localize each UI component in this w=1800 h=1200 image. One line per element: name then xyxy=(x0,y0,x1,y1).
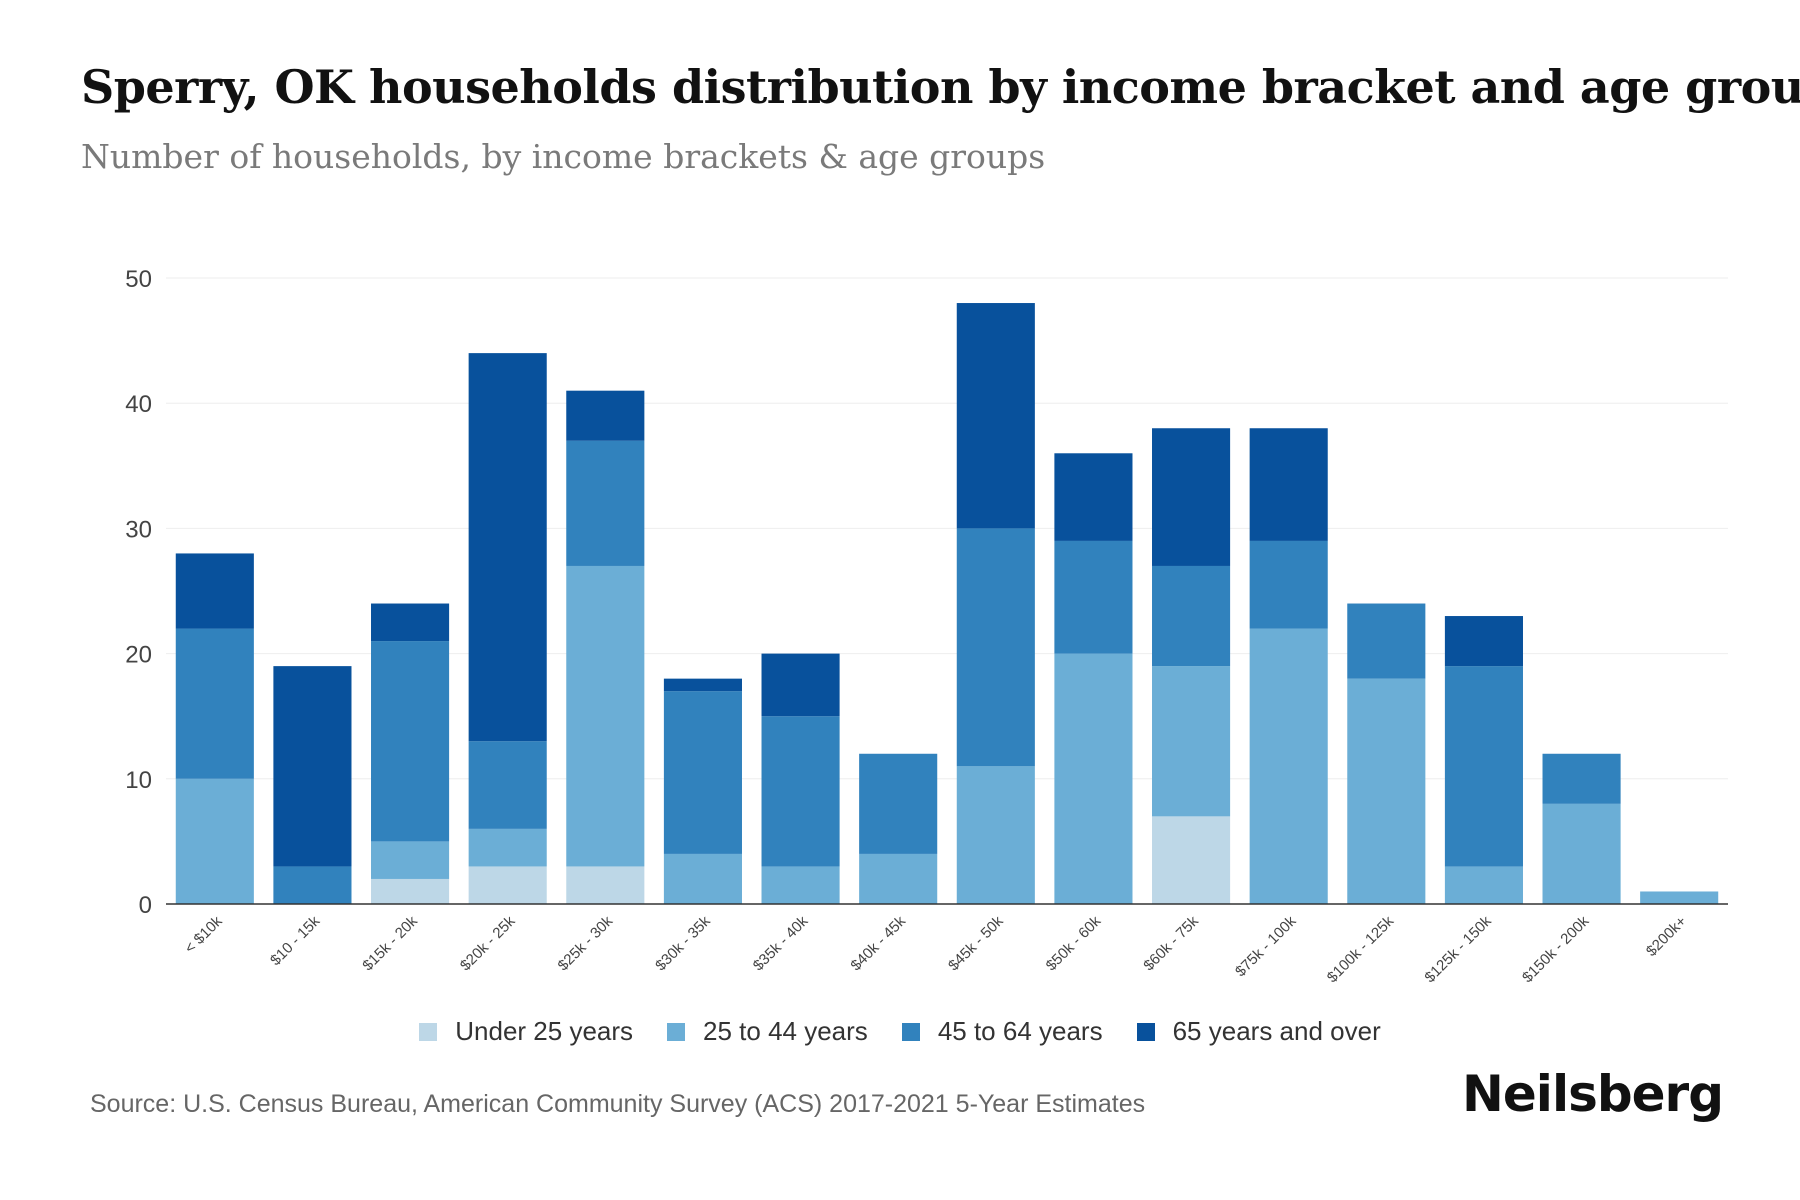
bar-segment xyxy=(566,866,645,904)
legend-label-25-to-44: 25 to 44 years xyxy=(703,1016,868,1046)
bar-segment xyxy=(956,303,1035,529)
bar-segment xyxy=(1054,540,1133,654)
bar-segment xyxy=(273,666,352,867)
bar-segment xyxy=(1054,653,1133,904)
x-tick-label: $50k - 60k xyxy=(1043,912,1105,974)
x-tick-label: $125k - 150k xyxy=(1421,912,1495,986)
bar-segment xyxy=(566,565,645,867)
bar-segment xyxy=(1152,666,1231,817)
y-tick-label: 10 xyxy=(125,767,152,794)
bar-segment xyxy=(175,628,254,779)
stacked-bar-chart: 0 10 20 30 40 50 < $10k $10 - 15k $15k - 20k $20k… xyxy=(125,266,1728,986)
bar-segment xyxy=(956,528,1035,767)
bar-segment xyxy=(663,853,742,904)
chart-title: Sperry, OK households distribution by in… xyxy=(81,60,1800,114)
x-tick-label: $75k - 100k xyxy=(1232,912,1300,980)
legend-swatch-45-to-64 xyxy=(901,1022,920,1041)
bar-segment xyxy=(1347,603,1426,679)
legend-item-45-to-64: 45 to 64 years xyxy=(901,1016,1103,1047)
y-tick-label: 0 xyxy=(139,892,152,919)
bar-segment xyxy=(1444,666,1523,867)
neilsberg-logo: Neilsberg xyxy=(1462,1065,1724,1123)
bar-segment xyxy=(663,678,742,692)
x-tick-label: $10 - 15k xyxy=(267,912,324,969)
x-tick-label: $30k - 35k xyxy=(652,912,714,974)
x-tick-label: $25k - 30k xyxy=(555,912,617,974)
legend-swatch-25-to-44 xyxy=(667,1022,686,1041)
bar-segment xyxy=(468,741,547,829)
y-tick-label: 50 xyxy=(125,266,152,293)
bar-segment xyxy=(1249,540,1328,629)
bar-segment xyxy=(468,828,547,867)
bar-segment xyxy=(566,440,645,566)
bar-segment xyxy=(468,353,547,742)
x-tick-label: $150k - 200k xyxy=(1519,912,1593,986)
bar-segment xyxy=(371,841,450,879)
bar-segment xyxy=(1347,678,1426,904)
x-tick-label: $15k - 20k xyxy=(359,912,421,974)
legend-label-under-25: Under 25 years xyxy=(455,1016,634,1046)
x-tick-label: < $10k xyxy=(181,912,226,957)
bar-segment xyxy=(761,716,840,867)
bar-segment xyxy=(761,866,840,904)
legend-label-65-plus: 65 years and over xyxy=(1172,1016,1381,1046)
bar-segment xyxy=(273,866,352,904)
bar-segment xyxy=(761,653,840,717)
legend-item-25-to-44: 25 to 44 years xyxy=(667,1016,868,1047)
bar-segment xyxy=(1152,816,1231,904)
bar-segment xyxy=(663,691,742,854)
bar-segment xyxy=(1444,866,1523,904)
x-tick-label: $200k+ xyxy=(1643,913,1690,960)
bar-segment xyxy=(175,778,254,904)
legend-item-65-plus: 65 years and over xyxy=(1136,1016,1381,1047)
bar-segment xyxy=(1542,803,1621,904)
bar-segment xyxy=(859,753,938,854)
bar-segment xyxy=(371,878,450,904)
x-tick-label: $40k - 45k xyxy=(847,912,909,974)
bar-segment xyxy=(1640,891,1719,904)
x-tick-label: $20k - 25k xyxy=(457,912,519,974)
y-tick-label: 20 xyxy=(125,642,152,669)
bar-segment xyxy=(1542,753,1621,804)
bar-segment xyxy=(371,641,450,842)
bar-segment xyxy=(1152,428,1231,566)
legend-item-under-25: Under 25 years xyxy=(419,1016,633,1047)
bar-segment xyxy=(859,853,938,904)
legend-swatch-65-plus xyxy=(1136,1022,1155,1041)
source-note: Source: U.S. Census Bureau, American Com… xyxy=(90,1090,1146,1118)
x-tick-label: $35k - 40k xyxy=(750,912,812,974)
x-tick-label: $60k - 75k xyxy=(1140,912,1202,974)
bar-segment xyxy=(1249,428,1328,541)
x-tick-label: $45k - 50k xyxy=(945,912,1007,974)
legend-label-45-to-64: 45 to 64 years xyxy=(937,1016,1103,1046)
bar-segment xyxy=(566,390,645,441)
bar-segment xyxy=(1152,565,1231,667)
bar-segment xyxy=(1249,628,1328,904)
chart-subtitle: Number of households, by income brackets… xyxy=(81,137,1046,176)
bar-segment xyxy=(175,553,254,629)
bar-segment xyxy=(956,766,1035,904)
legend-swatch-under-25 xyxy=(419,1022,438,1041)
y-tick-label: 40 xyxy=(125,391,152,418)
chart-legend: Under 25 years 25 to 44 years 45 to 64 y… xyxy=(0,1016,1800,1047)
x-tick-label: $100k - 125k xyxy=(1324,912,1398,986)
bar-segment xyxy=(371,603,450,642)
y-tick-label: 30 xyxy=(125,516,152,543)
bar-segment xyxy=(1054,453,1133,541)
bar-segment xyxy=(1444,616,1523,667)
bar-segment xyxy=(468,866,547,904)
